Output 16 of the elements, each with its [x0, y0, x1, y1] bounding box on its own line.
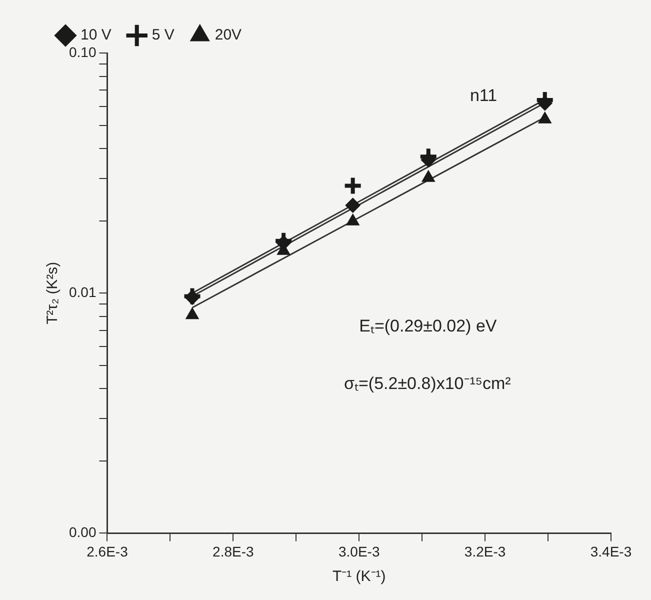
annotation: σₜ=(5.2±0.8)x10⁻¹⁵cm²	[344, 374, 512, 394]
x-tick-label: 3.4E-3	[590, 543, 632, 560]
annotation: n11	[470, 86, 498, 105]
legend-label: 10 V	[80, 26, 112, 44]
y-axis-title: T²τ₂ (K²s)	[44, 262, 62, 324]
y-tick-label: 0.00	[69, 524, 96, 540]
x-tick-label: 2.6E-3	[86, 543, 128, 560]
x-tick-label: 3.2E-3	[464, 543, 506, 560]
y-tick-label: 0.01	[69, 284, 96, 300]
x-tick-label: 3.0E-3	[338, 543, 380, 560]
annotation: Eₜ=(0.29±0.02) eV	[359, 316, 498, 336]
x-axis-title: T⁻¹ (K⁻¹)	[332, 568, 386, 586]
x-tick-label: 2.8E-3	[212, 543, 254, 560]
legend-label: 5 V	[152, 26, 174, 44]
legend-label: 20V	[214, 26, 242, 44]
y-tick-label: 0.10	[69, 44, 96, 60]
